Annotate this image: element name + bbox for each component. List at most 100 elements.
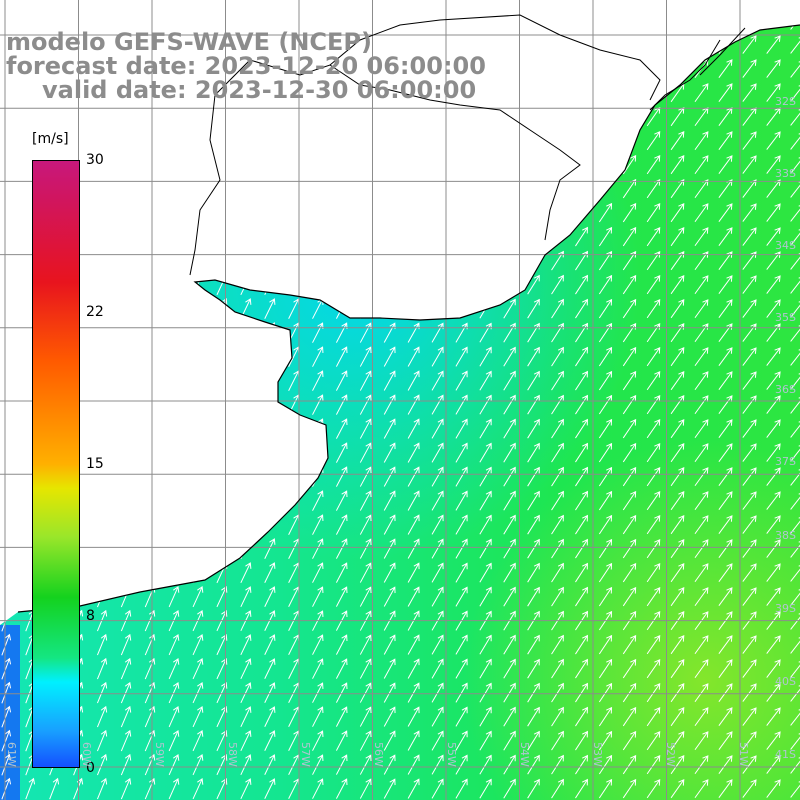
wind-arrow-icon (431, 634, 444, 655)
wind-arrow-icon (575, 226, 588, 247)
wind-arrow-icon (359, 538, 372, 559)
wind-arrow-icon (766, 683, 781, 702)
wind-arrow-icon (551, 298, 564, 319)
wind-arrow-icon (575, 754, 588, 775)
wind-arrow-icon (216, 634, 228, 656)
wind-arrow-icon (598, 634, 613, 655)
wind-arrow-icon (431, 442, 444, 463)
wind-arrow-icon (120, 777, 132, 800)
wind-arrow-icon (383, 346, 396, 367)
wind-arrow-icon (192, 682, 204, 704)
wind-arrow-icon (718, 131, 733, 150)
lon-label: 51W (737, 742, 750, 767)
wind-arrow-icon (479, 466, 492, 487)
wind-arrow-icon (383, 466, 396, 487)
wind-arrow-icon (766, 203, 781, 222)
lon-label: 55W (445, 742, 458, 767)
wind-arrow-icon (670, 683, 685, 703)
wind-arrow-icon (455, 418, 468, 439)
wind-arrow-icon (503, 778, 516, 799)
wind-arrow-icon (527, 442, 540, 463)
wind-arrow-icon (527, 682, 540, 703)
wind-arrow-icon (192, 778, 204, 800)
wind-arrow-icon (766, 131, 781, 150)
wind-arrow-icon (694, 515, 709, 535)
wind-arrow-icon (503, 298, 516, 319)
wind-arrow-icon (598, 298, 613, 319)
wind-arrow-icon (359, 466, 372, 487)
wind-arrow-icon (598, 706, 613, 727)
wind-arrow-icon (742, 371, 757, 390)
wind-arrow-icon (335, 490, 348, 511)
wind-arrow-icon (431, 514, 444, 535)
wind-arrow-icon (766, 563, 781, 582)
wind-arrow-icon (431, 586, 444, 607)
wind-arrow-icon (383, 682, 396, 703)
wind-arrow-icon (575, 466, 588, 487)
wind-arrow-icon (527, 274, 540, 295)
wind-arrow-icon (455, 682, 468, 703)
wind-arrow-icon (598, 778, 613, 799)
wind-arrow-icon (551, 394, 564, 415)
wind-arrow-icon (383, 754, 396, 775)
wind-arrow-icon (335, 538, 348, 559)
wind-arrow-icon (598, 226, 613, 247)
wind-arrow-icon (407, 634, 420, 655)
wind-arrow-icon (670, 155, 685, 175)
wind-arrow-icon (742, 395, 757, 414)
wind-arrow-icon (670, 299, 685, 319)
wind-arrow-icon (383, 706, 396, 727)
wind-arrow-icon (718, 755, 733, 774)
wind-arrow-icon (766, 659, 781, 678)
wind-arrow-icon (598, 562, 613, 583)
wind-arrow-icon (742, 539, 757, 558)
wind-arrow-icon (718, 659, 733, 678)
wind-arrow-icon (407, 322, 420, 343)
wind-arrow-icon (766, 491, 781, 510)
wind-arrow-icon (718, 539, 733, 558)
wind-arrow-icon (335, 634, 348, 655)
wind-arrow-icon (431, 322, 444, 343)
wind-arrow-icon (790, 107, 800, 126)
wind-arrow-icon (790, 731, 800, 750)
wind-arrow-icon (670, 419, 685, 439)
wind-arrow-icon (216, 706, 228, 728)
wind-arrow-icon (551, 514, 564, 535)
wind-arrow-icon (240, 562, 252, 584)
wind-arrow-icon (575, 682, 588, 703)
wind-arrow-icon (455, 754, 468, 775)
wind-arrow-icon (312, 322, 324, 343)
wind-arrow-icon (718, 59, 733, 78)
wind-arrow-icon (670, 275, 685, 295)
wind-arrow-icon (312, 658, 324, 679)
wind-arrow-icon (718, 731, 733, 750)
wind-arrow-icon (527, 370, 540, 391)
wind-arrow-icon (742, 515, 757, 534)
colorbar-tick-22: 22 (86, 304, 104, 320)
wind-arrow-icon (646, 466, 661, 487)
wind-arrow-icon (1, 633, 12, 656)
wind-arrow-icon (670, 227, 685, 247)
wind-arrow-icon (790, 563, 800, 582)
wind-arrow-icon (718, 515, 733, 534)
wind-arrow-icon (790, 467, 800, 486)
wind-arrow-icon (670, 131, 685, 151)
wind-arrow-icon (264, 298, 276, 319)
wind-arrow-icon (766, 155, 781, 174)
wind-arrow-icon (742, 755, 757, 774)
wind-arrow-icon (670, 563, 685, 583)
lon-label: 52W (664, 742, 677, 767)
wind-arrow-icon (646, 298, 661, 319)
wind-arrow-icon (790, 659, 800, 678)
wind-arrow-icon (790, 371, 800, 390)
wind-arrow-icon (551, 466, 564, 487)
wind-arrow-icon (216, 730, 228, 752)
wind-arrow-icon (622, 370, 637, 391)
wind-arrow-icon (742, 83, 757, 102)
wind-arrow-icon (670, 659, 685, 679)
wind-arrow-icon (335, 682, 348, 703)
wind-arrow-icon (431, 394, 444, 415)
wind-arrow-icon (479, 778, 492, 799)
wind-arrow-icon (694, 683, 709, 703)
wind-arrow-icon (1, 705, 12, 728)
